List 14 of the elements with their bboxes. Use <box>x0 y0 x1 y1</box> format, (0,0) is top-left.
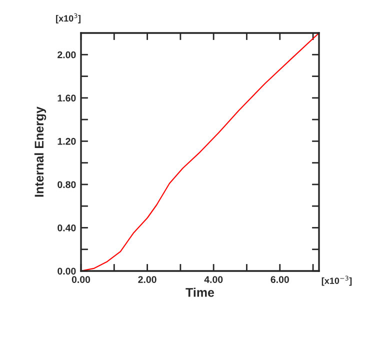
y-tick-label: 0.40 <box>58 224 76 232</box>
x-tick-label: 0.00 <box>72 276 90 283</box>
y-tick-label: 0.80 <box>58 181 76 188</box>
y-tick-label: 1.60 <box>58 94 76 102</box>
y-tick-label: 2.00 <box>58 51 76 58</box>
x-axis-title: Time <box>186 288 214 297</box>
x-tick-label: 2.00 <box>138 276 156 283</box>
y-tick-label: 1.20 <box>58 138 76 145</box>
text: [x10$^{3}$] <box>56 13 80 24</box>
y-axis-title: Internal Energy <box>34 106 46 197</box>
y-tick-label: 0.00 <box>58 268 76 275</box>
text: [x10$^{−3}$] <box>322 276 352 286</box>
x-tick-label: 4.00 <box>204 276 223 283</box>
x-tick-label: 6.00 <box>270 276 289 283</box>
